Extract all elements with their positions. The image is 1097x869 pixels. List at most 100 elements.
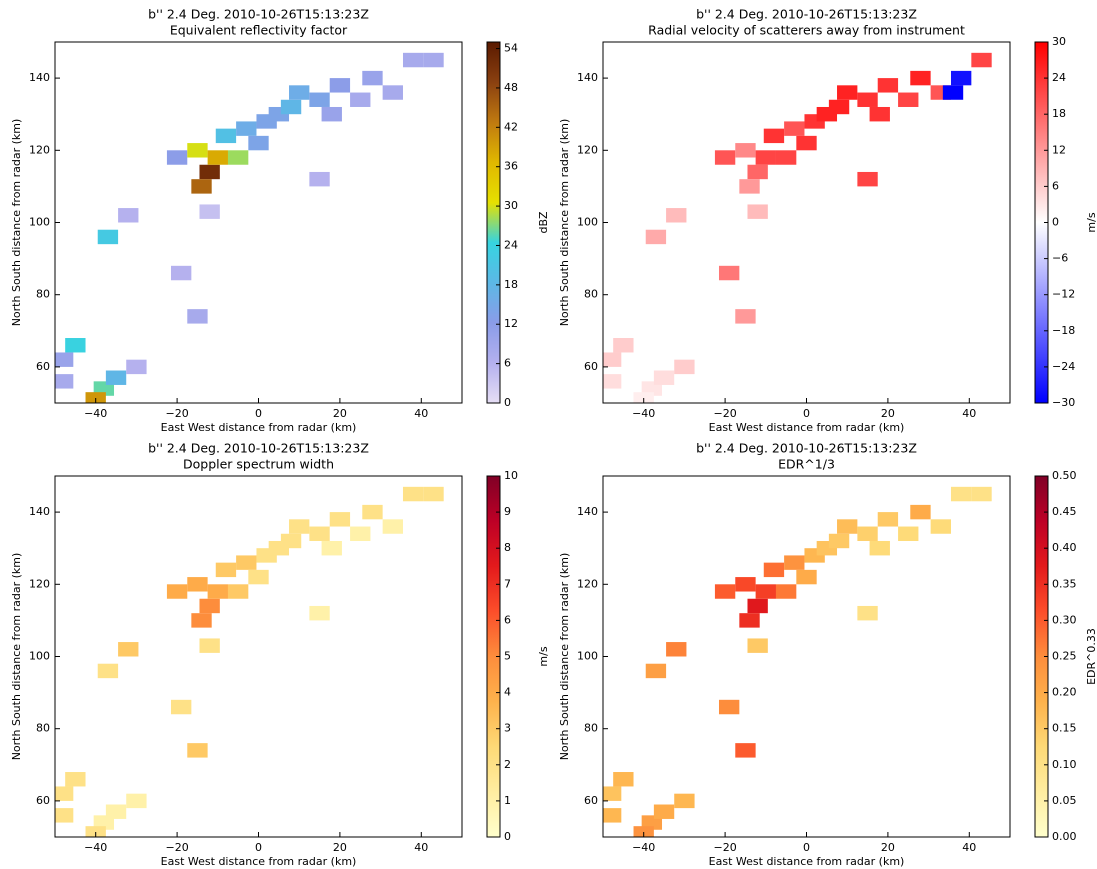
x-tick-label: 0 — [803, 841, 810, 854]
echo-field — [55, 486, 444, 837]
x-tick-label: −20 — [713, 407, 736, 420]
x-axis-label: East West distance from radar (km) — [161, 855, 357, 868]
echo-cell — [747, 638, 768, 653]
x-tick-label: −40 — [632, 407, 655, 420]
echo-cell — [170, 265, 192, 281]
echo-cell — [735, 577, 756, 592]
echo-cell — [828, 99, 850, 115]
echo-cell — [402, 486, 424, 502]
echo-cell — [187, 143, 208, 158]
echo-cell — [97, 663, 119, 679]
y-tick-label: 100 — [577, 650, 598, 663]
echo-field — [55, 52, 444, 403]
x-tick-label: −40 — [84, 841, 107, 854]
x-tick-label: 0 — [255, 407, 262, 420]
x-tick-label: 40 — [414, 407, 428, 420]
colorbar-tick-label: 9 — [504, 505, 511, 518]
echo-cell — [784, 555, 805, 570]
colorbar-tick-label: 24 — [1052, 71, 1066, 84]
echo-cell — [718, 699, 740, 715]
echo-cell — [118, 208, 139, 223]
chart-subtitle: EDR^1/3 — [778, 457, 835, 472]
y-tick-label: 140 — [577, 71, 598, 84]
echo-cell — [666, 642, 687, 657]
echo-cell — [227, 584, 249, 599]
echo-cell — [97, 229, 119, 245]
colorbar-tick-label: 0 — [1052, 216, 1059, 229]
colorbar-tick-label: 5 — [504, 650, 511, 663]
echo-cell — [653, 370, 675, 385]
echo-cell — [603, 808, 622, 823]
y-tick-label: 60 — [584, 794, 598, 807]
colorbar-tick-label: −6 — [1052, 252, 1068, 265]
x-axis-label: East West distance from radar (km) — [161, 421, 357, 434]
colorbar-tick-label: 12 — [504, 317, 518, 330]
echo-cell — [280, 533, 302, 549]
echo-cell — [930, 519, 951, 534]
echo-cell — [910, 504, 931, 520]
echo-cell — [775, 584, 797, 599]
echo-cell — [280, 99, 302, 115]
colorbar-tick-label: 0 — [504, 396, 511, 409]
panel: b'' 2.4 Deg. 2010-10-26T15:13:23ZDoppler… — [10, 441, 550, 869]
colorbar-tick-label: 18 — [504, 278, 518, 291]
echo-cell — [362, 504, 383, 520]
colorbar-tick-label: 0.20 — [1052, 686, 1077, 699]
x-tick-label: 0 — [255, 841, 262, 854]
echo-cell — [382, 519, 403, 534]
echo-cell — [942, 85, 964, 100]
y-axis-label: North South distance from radar (km) — [558, 553, 571, 761]
echo-cell — [362, 70, 383, 86]
echo-cell — [170, 699, 192, 715]
x-tick-label: 20 — [881, 841, 895, 854]
y-tick-label: 120 — [29, 143, 50, 156]
panel: b'' 2.4 Deg. 2010-10-26T15:13:23ZEquival… — [10, 7, 550, 435]
y-tick-label: 100 — [577, 216, 598, 229]
panel: b'' 2.4 Deg. 2010-10-26T15:13:23ZRadial … — [558, 7, 1097, 435]
colorbar-tick-label: 42 — [504, 120, 518, 133]
echo-cell — [191, 613, 212, 628]
echo-cell — [718, 265, 740, 281]
colorbar-tick-label: 0.30 — [1052, 613, 1077, 626]
echo-cell — [199, 638, 220, 653]
echo-cell — [118, 642, 139, 657]
colorbar-tick-label: 0.15 — [1052, 722, 1077, 735]
echo-cell — [857, 171, 878, 187]
echo-field — [603, 52, 992, 403]
echo-cell — [55, 352, 74, 367]
colorbar-tick-label: 2 — [504, 758, 511, 771]
echo-cell — [603, 786, 622, 801]
colorbar-tick-label: 0.50 — [1052, 469, 1077, 482]
echo-cell — [65, 338, 86, 353]
x-axis-label: East West distance from radar (km) — [709, 855, 905, 868]
echo-cell — [735, 743, 756, 758]
x-tick-label: 40 — [962, 841, 976, 854]
colorbar-tick-label: 0.40 — [1052, 541, 1077, 554]
colorbar-tick-label: 10 — [504, 469, 518, 482]
echo-cell — [857, 92, 878, 107]
y-tick-label: 140 — [29, 505, 50, 518]
echo-cell — [613, 338, 634, 353]
colorbar-tick-label: 18 — [1052, 107, 1066, 120]
echo-cell — [187, 309, 208, 324]
colorbar-tick-label: 0.25 — [1052, 650, 1077, 663]
colorbar-tick-label: 8 — [504, 541, 511, 554]
colorbar-tick-label: 6 — [504, 613, 511, 626]
y-tick-label: 100 — [29, 216, 50, 229]
echo-cell — [877, 512, 899, 527]
echo-cell — [877, 78, 899, 93]
colorbar-tick-label: 1 — [504, 794, 511, 807]
echo-cell — [739, 613, 760, 628]
colorbar-tick-label: 12 — [1052, 143, 1066, 156]
echo-cell — [869, 540, 890, 556]
echo-cell — [755, 584, 776, 599]
echo-cell — [329, 512, 351, 527]
colorbar-tick-label: 36 — [504, 160, 518, 173]
x-tick-label: 20 — [333, 841, 347, 854]
echo-cell — [763, 128, 785, 144]
echo-cell — [248, 135, 269, 151]
echo-cell — [199, 164, 220, 180]
x-axis-label: East West distance from radar (km) — [709, 421, 905, 434]
echo-cell — [775, 150, 797, 165]
echo-cell — [309, 171, 330, 187]
